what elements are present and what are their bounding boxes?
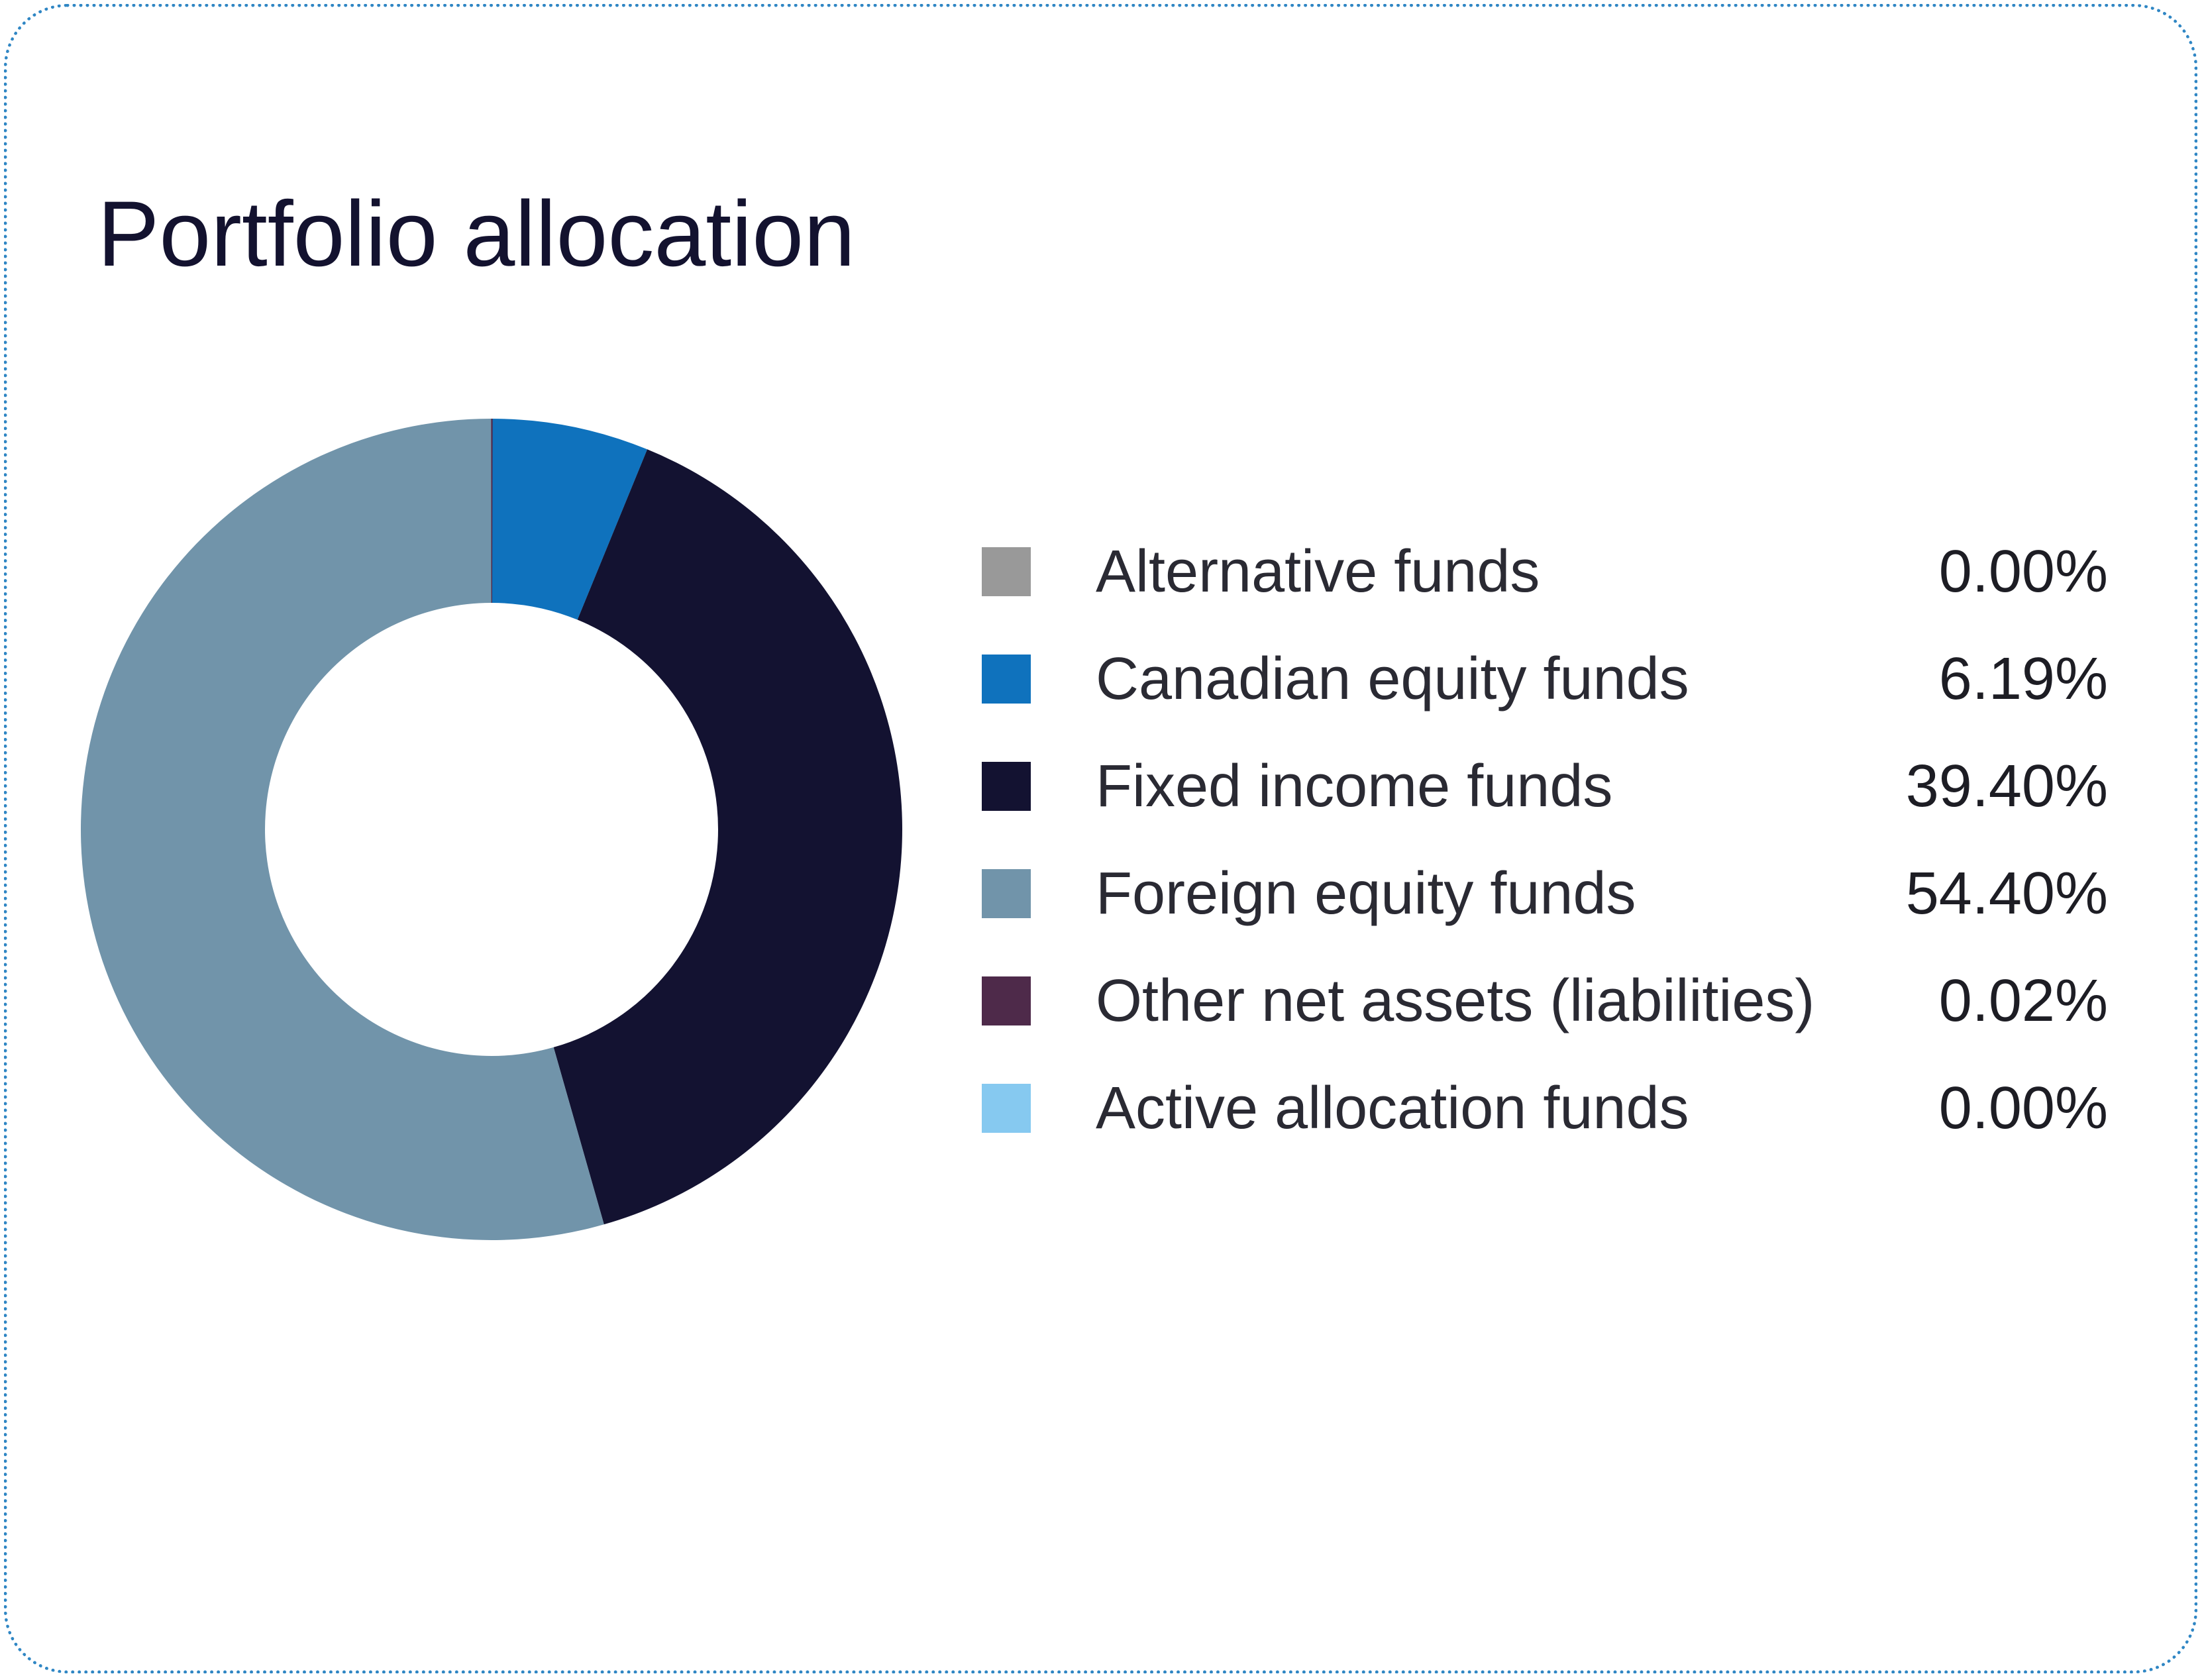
chart-card: Portfolio allocation — [4, 4, 2197, 1673]
legend-value: 0.00% — [1938, 539, 2108, 605]
chart-title: Portfolio allocation — [97, 182, 855, 286]
legend-label: Canadian equity funds — [1096, 646, 1689, 712]
legend-swatch — [982, 547, 1031, 596]
legend-swatch — [982, 976, 1031, 1025]
donut-slice-fixed-income-funds — [553, 449, 902, 1225]
legend-item-canadian-equity-funds: Canadian equity funds 6.19% — [982, 643, 2108, 715]
donut-slice-foreign-equity-funds — [80, 419, 604, 1240]
legend-swatch — [982, 869, 1031, 918]
legend-item-foreign-equity-funds: Foreign equity funds 54.40% — [982, 857, 2108, 930]
legend-swatch — [982, 655, 1031, 704]
legend-item-active-allocation-funds: Active allocation funds 0.00% — [982, 1072, 2108, 1145]
legend-value: 0.02% — [1938, 968, 2108, 1034]
donut-slice-other-net-assets-liabilities — [491, 418, 493, 603]
legend-label: Fixed income funds — [1096, 753, 1613, 819]
legend-swatch — [982, 762, 1031, 811]
legend-label: Other net assets (liabilities) — [1096, 968, 1815, 1034]
legend-item-other-net-assets: Other net assets (liabilities) 0.02% — [982, 965, 2108, 1037]
donut-slice-canadian-equity-funds — [492, 419, 648, 620]
legend-value: 54.40% — [1905, 861, 2108, 927]
legend-item-fixed-income-funds: Fixed income funds 39.40% — [982, 750, 2108, 823]
legend-label: Active allocation funds — [1096, 1075, 1689, 1141]
legend-value: 39.40% — [1905, 753, 2108, 819]
legend-label: Foreign equity funds — [1096, 861, 1636, 927]
legend-swatch — [982, 1084, 1031, 1133]
legend-item-alternative-funds: Alternative funds 0.00% — [982, 535, 2108, 608]
legend-label: Alternative funds — [1096, 539, 1540, 605]
legend-value: 0.00% — [1938, 1075, 2108, 1141]
legend-value: 6.19% — [1938, 646, 2108, 712]
